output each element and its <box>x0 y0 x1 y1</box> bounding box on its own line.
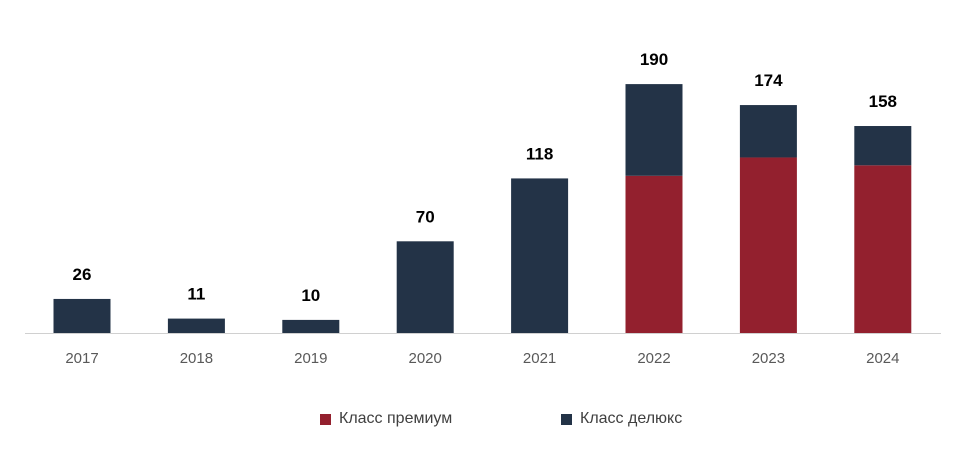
x-tick-label-2022: 2022 <box>637 350 670 367</box>
total-labels-layer: 26 11 10 70 118 190 174 158 <box>73 50 897 305</box>
x-tick-label-2024: 2024 <box>866 350 899 367</box>
total-label-2022: 190 <box>640 50 668 69</box>
total-label-2018: 11 <box>187 285 205 304</box>
total-label-2021: 118 <box>526 144 553 163</box>
x-tick-label-2021: 2021 <box>523 350 556 367</box>
legend-item-premium: Класс премиум <box>320 410 452 428</box>
legend-item-deluxe: Класс делюкс <box>561 410 682 428</box>
total-label-2019: 10 <box>301 286 320 305</box>
total-label-2023: 174 <box>754 71 783 90</box>
x-tick-label-2020: 2020 <box>409 350 442 367</box>
bar-deluxe-2021 <box>511 178 569 333</box>
legend-label-deluxe: Класс делюкс <box>580 410 683 427</box>
bar-deluxe-2019 <box>282 319 340 333</box>
total-label-2017: 26 <box>73 265 92 284</box>
bar-deluxe-2023 <box>739 105 797 158</box>
legend-swatch-premium <box>320 413 331 425</box>
x-tick-label-2023: 2023 <box>752 350 785 367</box>
bar-premium-2024 <box>854 165 912 333</box>
total-label-2024: 158 <box>869 92 897 111</box>
total-label-2020: 70 <box>416 207 435 226</box>
bar-deluxe-2017 <box>53 298 111 333</box>
x-tick-label-2017: 2017 <box>65 350 98 367</box>
x-tick-label-2018: 2018 <box>180 350 213 367</box>
bar-deluxe-2024 <box>854 126 912 166</box>
bar-deluxe-2020 <box>396 241 454 333</box>
legend-label-premium: Класс премиум <box>339 410 453 427</box>
bar-premium-2022 <box>625 175 683 333</box>
bar-premium-2023 <box>739 157 797 333</box>
bars-layer <box>53 84 912 333</box>
bar-deluxe-2018 <box>167 318 225 333</box>
x-tick-label-2019: 2019 <box>294 350 327 367</box>
x-tick-labels-layer: 2017 2018 2019 2020 2021 2022 2023 2024 <box>65 350 899 367</box>
bar-deluxe-2022 <box>625 84 683 176</box>
legend: Класс премиум Класс делюкс <box>0 410 966 434</box>
legend-swatch-deluxe <box>561 413 572 425</box>
